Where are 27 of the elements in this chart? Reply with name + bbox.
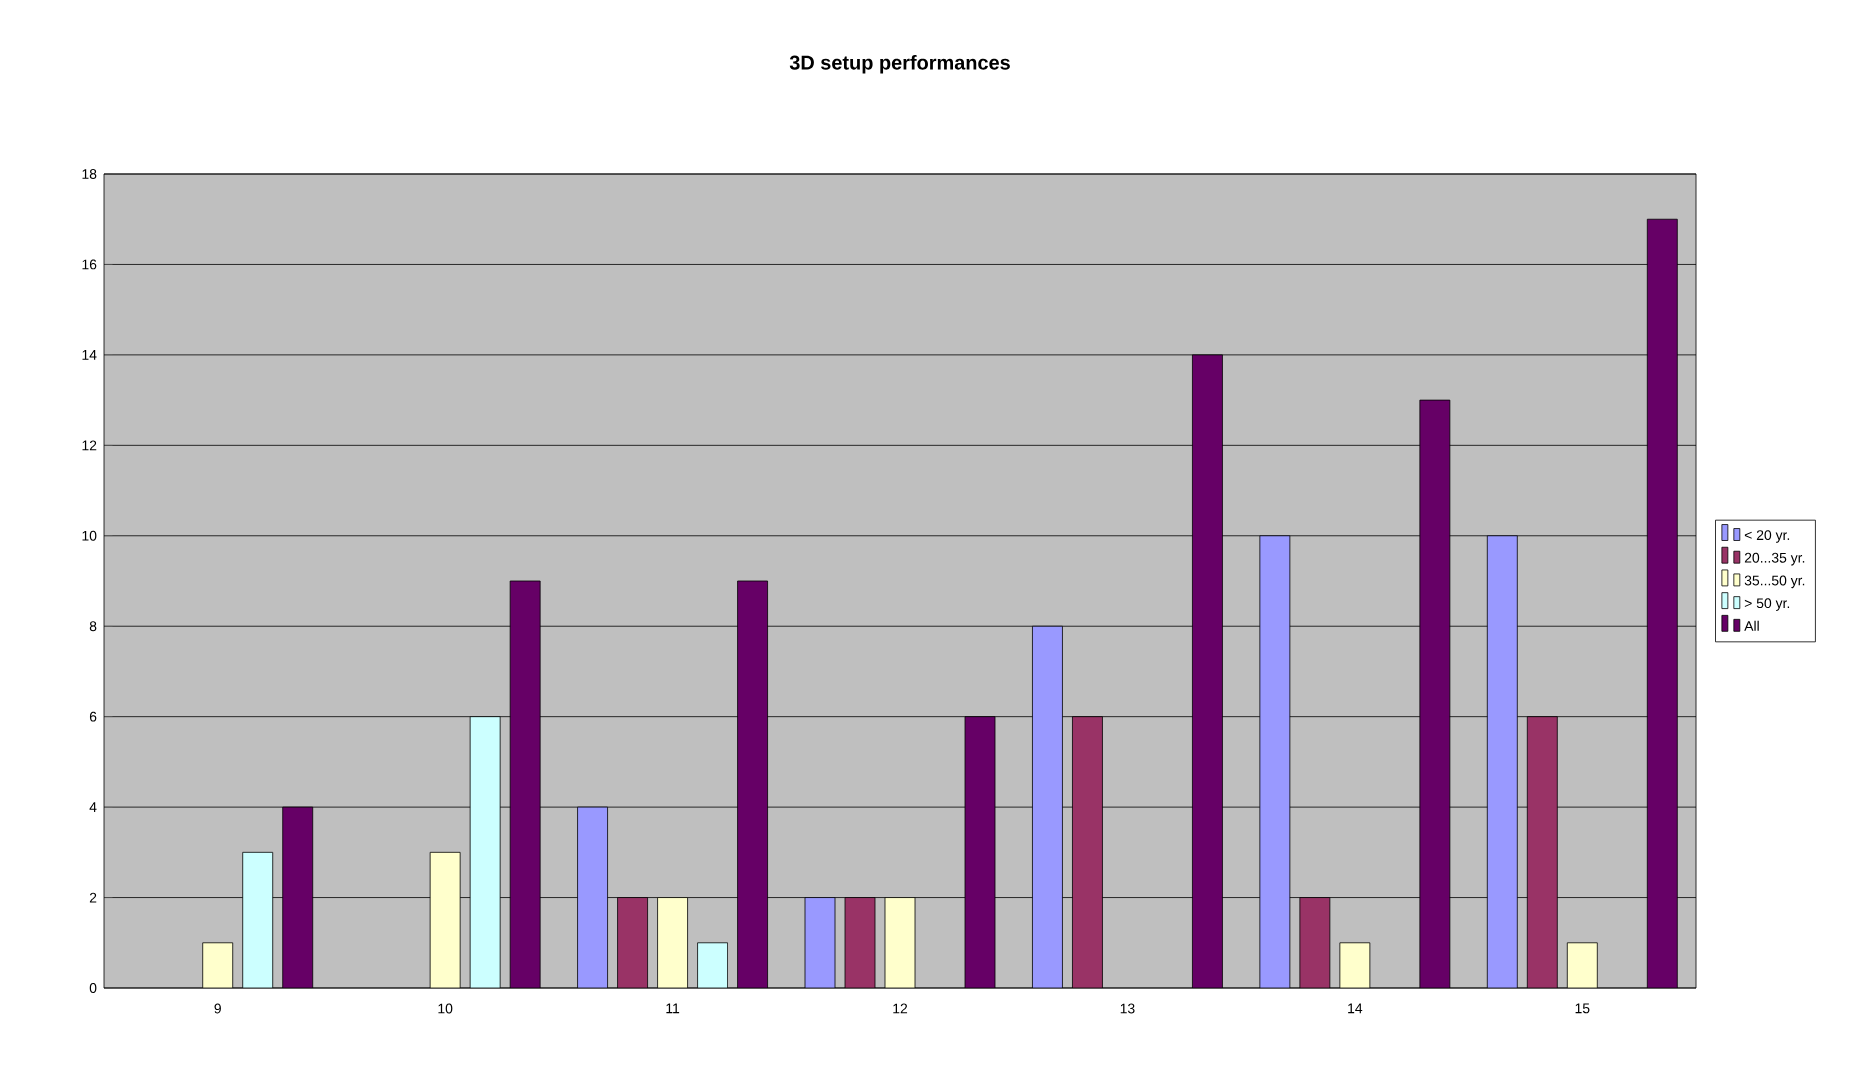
- chart-title: 3D setup performances: [789, 55, 1010, 74]
- bar: [1419, 399, 1451, 988]
- bar: [884, 897, 916, 988]
- bar: [1259, 535, 1291, 988]
- bar: [964, 716, 996, 988]
- bar: [617, 897, 648, 988]
- bar: [202, 942, 234, 988]
- bar: [509, 580, 541, 988]
- bar: [429, 851, 461, 988]
- bar: [577, 806, 608, 988]
- bar: [737, 580, 768, 988]
- bar: [657, 897, 688, 988]
- bar: [1526, 716, 1558, 988]
- bar: [1339, 942, 1371, 988]
- bar: [804, 897, 836, 988]
- bar: [844, 897, 876, 988]
- bar: [469, 716, 501, 988]
- bar: [282, 806, 314, 988]
- bar: [1032, 625, 1063, 988]
- bar: [1299, 897, 1331, 988]
- bar: [1072, 716, 1103, 988]
- bar: [697, 942, 728, 988]
- bar: [1486, 535, 1518, 988]
- bar: [1566, 942, 1598, 988]
- bar: [1646, 218, 1678, 988]
- bar: [1192, 354, 1223, 988]
- bar: [242, 851, 274, 988]
